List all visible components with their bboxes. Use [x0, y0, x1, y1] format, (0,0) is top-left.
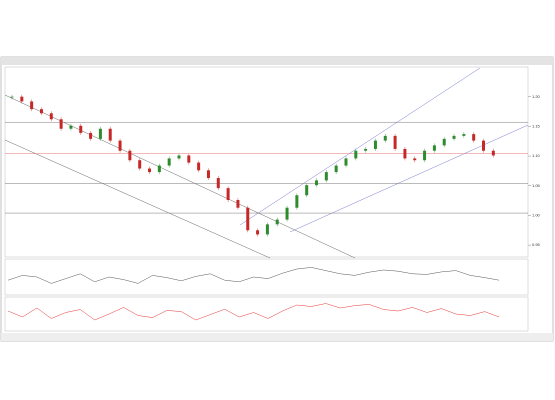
candle — [49, 113, 53, 120]
candle — [167, 158, 171, 166]
candle — [403, 148, 407, 159]
candle — [206, 170, 210, 179]
candle — [383, 135, 387, 141]
candle — [344, 158, 348, 166]
candle — [482, 140, 486, 151]
candle — [275, 219, 279, 225]
candle — [138, 160, 142, 169]
indicator-panel-1 — [4, 258, 529, 296]
candle — [265, 224, 269, 235]
candle — [256, 230, 260, 235]
candle — [452, 135, 456, 139]
candle — [334, 165, 338, 173]
candle — [423, 150, 427, 161]
y-tick-label: 1.20 — [532, 94, 541, 99]
candle — [39, 109, 43, 114]
trend-line — [239, 67, 481, 226]
candle — [472, 134, 476, 141]
candle — [442, 138, 446, 146]
candle — [364, 148, 368, 151]
candle — [20, 96, 24, 102]
candle — [177, 155, 181, 159]
candle — [246, 207, 250, 231]
candle — [89, 132, 93, 139]
y-tick-label: 1.05 — [532, 183, 541, 188]
candle — [157, 165, 161, 173]
y-tick-label: 1.00 — [532, 213, 541, 218]
candle — [393, 135, 397, 149]
candle — [187, 155, 191, 163]
indicator-line — [7, 303, 500, 321]
candle — [30, 101, 34, 110]
y-tick-label: 1.15 — [532, 123, 541, 128]
candle — [108, 128, 112, 141]
status-bar — [1, 333, 553, 341]
candle — [295, 195, 299, 208]
indicator-line — [7, 267, 500, 284]
candle — [197, 162, 201, 171]
candle — [324, 172, 328, 181]
candle — [462, 134, 466, 136]
candle — [354, 150, 358, 159]
candle — [491, 150, 495, 156]
candle — [118, 140, 122, 151]
candle — [10, 96, 14, 98]
candle — [432, 145, 436, 151]
candle — [148, 168, 152, 173]
candle — [315, 180, 319, 186]
channel-line — [4, 139, 271, 259]
candle — [98, 128, 102, 139]
trend-line — [289, 124, 529, 233]
candle — [69, 125, 73, 129]
candle — [413, 158, 417, 161]
y-tick-label: 0.95 — [532, 242, 541, 247]
candle — [216, 178, 220, 189]
candle — [128, 150, 132, 161]
indicator-panel-2 — [4, 296, 529, 332]
toolbar — [1, 57, 553, 65]
candle — [236, 200, 240, 208]
candle — [59, 119, 63, 129]
candle — [305, 185, 309, 196]
candle — [79, 125, 83, 133]
candle — [373, 140, 377, 149]
candle — [226, 188, 230, 200]
candle — [285, 207, 289, 220]
y-tick-label: 1.10 — [532, 153, 541, 158]
